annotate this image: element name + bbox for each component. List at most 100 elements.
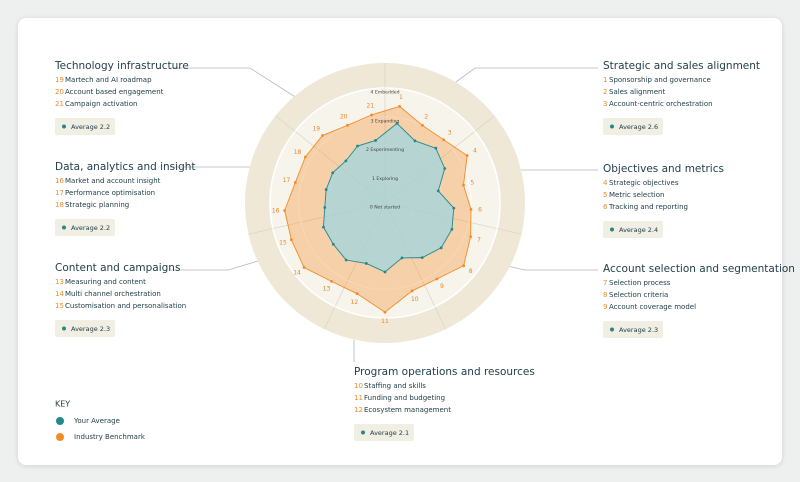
item-number: 7 xyxy=(603,279,607,287)
group-title: Account selection and segmentation xyxy=(603,263,795,275)
data-point xyxy=(469,235,473,239)
item-label: Account coverage model xyxy=(609,303,696,311)
item-number: 20 xyxy=(55,88,64,96)
group-title: Strategic and sales alignment xyxy=(603,60,760,72)
data-point xyxy=(374,139,377,142)
spoke-label: 1 xyxy=(399,94,403,101)
average-label: Average 2.2 xyxy=(71,123,110,131)
spoke-label: 21 xyxy=(367,102,375,109)
data-point xyxy=(331,242,335,246)
group-title: Content and campaigns xyxy=(55,262,180,274)
average-dot xyxy=(610,227,614,232)
r-tick-label: 1 Exploring xyxy=(372,176,398,182)
spoke-label: 4 xyxy=(473,148,477,155)
data-point xyxy=(344,258,348,262)
data-point xyxy=(383,270,387,274)
average-dot xyxy=(361,430,365,435)
connector xyxy=(170,257,269,271)
item-number: 12 xyxy=(354,406,363,414)
grid-ring xyxy=(298,116,472,290)
data-point xyxy=(462,264,466,268)
spoke-label: 2 xyxy=(424,114,428,121)
grid-ring xyxy=(269,87,501,319)
spoke-label: 9 xyxy=(440,283,444,290)
data-point xyxy=(331,171,335,175)
average-badge xyxy=(354,424,414,441)
average-dot xyxy=(62,225,66,230)
spoke-label: 19 xyxy=(312,125,320,132)
average-label: Average 2.6 xyxy=(619,123,658,131)
item-number: 3 xyxy=(603,100,607,108)
group-title: Technology infrastructure xyxy=(54,60,189,72)
average-label: Average 2.2 xyxy=(71,224,110,232)
item-label: Metric selection xyxy=(609,191,664,199)
data-point xyxy=(302,266,306,269)
data-point xyxy=(452,206,456,210)
average-dot xyxy=(610,124,614,129)
item-number: 1 xyxy=(603,76,607,84)
item-label: Staffing and skills xyxy=(364,382,426,390)
average-badge xyxy=(603,321,663,338)
item-number: 9 xyxy=(603,303,607,311)
data-point xyxy=(355,292,359,296)
data-point xyxy=(439,246,443,250)
data-point xyxy=(383,310,387,314)
data-point xyxy=(434,146,438,150)
spoke-label: 14 xyxy=(293,270,301,277)
key-title: KEY xyxy=(55,400,70,409)
spoke-label: 16 xyxy=(272,208,280,215)
data-point xyxy=(469,208,473,211)
data-point xyxy=(442,138,446,142)
item-number: 13 xyxy=(55,278,64,286)
item-number: 10 xyxy=(354,382,363,390)
item-label: Multi channel orchestration xyxy=(65,290,161,298)
r-tick-label: 0 Not started xyxy=(370,205,400,211)
spoke-label: 6 xyxy=(478,207,482,214)
item-label: Market and account insight xyxy=(65,177,161,185)
item-number: 14 xyxy=(55,290,64,298)
item-label: Strategic planning xyxy=(65,201,129,209)
average-dot xyxy=(62,124,66,129)
data-point xyxy=(400,256,404,260)
item-label: Account based engagement xyxy=(65,88,164,96)
item-number: 17 xyxy=(55,189,64,197)
data-point xyxy=(293,181,297,184)
data-point xyxy=(395,121,399,125)
spoke-label: 17 xyxy=(283,177,291,184)
r-tick-label: 2 Experimenting xyxy=(366,147,404,153)
connector xyxy=(170,67,301,101)
data-point xyxy=(330,279,333,283)
item-label: Ecosystem management xyxy=(364,406,451,414)
data-point xyxy=(420,256,424,260)
data-point xyxy=(283,209,287,212)
item-label: Customisation and personalisation xyxy=(65,302,186,310)
item-number: 4 xyxy=(603,179,608,187)
average-dot xyxy=(62,326,66,331)
data-point xyxy=(356,144,359,148)
data-point xyxy=(289,238,293,242)
average-label: Average 2.3 xyxy=(71,325,110,333)
average-badge xyxy=(55,219,115,236)
spoke-label: 15 xyxy=(279,240,287,247)
item-number: 15 xyxy=(55,302,64,310)
item-label: Sales alignment xyxy=(609,88,665,96)
average-dot xyxy=(610,327,614,332)
r-tick-label: 3 Expanding xyxy=(371,118,400,124)
item-label: Measuring and content xyxy=(65,278,146,286)
data-point xyxy=(344,159,348,163)
legend-swatch xyxy=(56,433,64,441)
connector xyxy=(444,67,598,91)
data-point xyxy=(323,206,327,209)
average-label: Average 2.4 xyxy=(619,226,658,234)
item-number: 8 xyxy=(603,291,607,299)
data-point xyxy=(413,139,417,143)
spoke-label: 3 xyxy=(448,130,452,137)
spoke-label: 12 xyxy=(351,299,359,306)
data-point xyxy=(370,113,374,117)
data-point xyxy=(465,154,469,157)
data-point xyxy=(410,289,414,293)
average-label: Average 2.1 xyxy=(370,429,409,437)
data-point xyxy=(450,227,454,231)
legend-swatch xyxy=(56,417,64,425)
